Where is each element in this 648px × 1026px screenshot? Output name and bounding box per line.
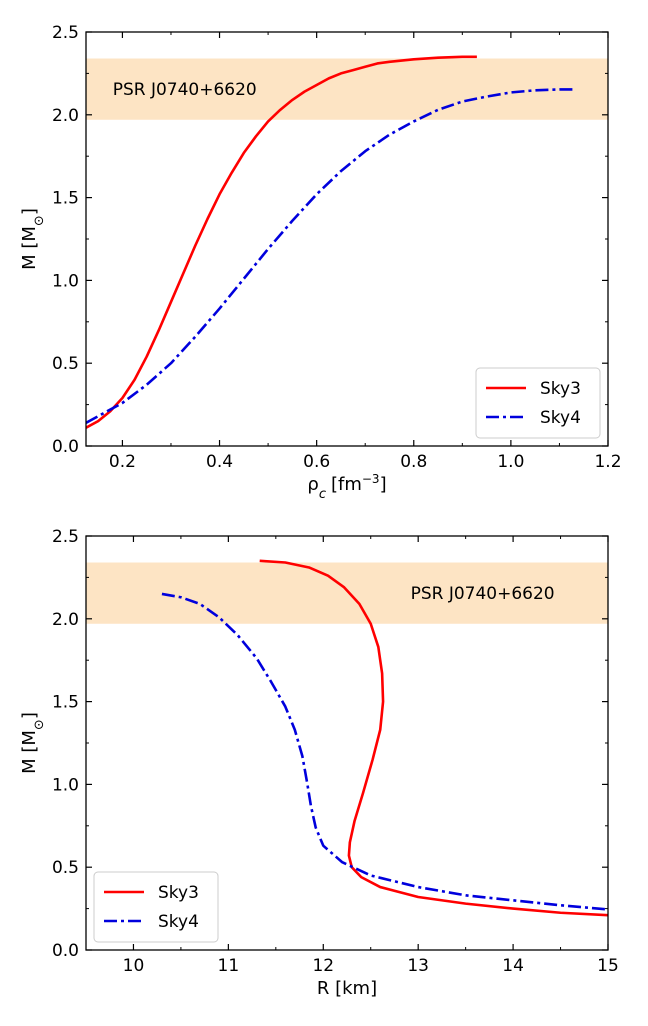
legend-box — [93, 871, 219, 943]
y-axis-label: M [M⊙] — [19, 712, 47, 774]
x-tick-label: 10 — [123, 956, 145, 976]
y-tick-label: 1.0 — [52, 775, 79, 795]
y-tick-label: 2.0 — [52, 106, 79, 126]
y-tick-label: 0.0 — [52, 437, 79, 457]
legend-label-sky4: Sky4 — [158, 912, 199, 932]
series-line-sky3 — [86, 55, 477, 429]
psr-band — [86, 58, 608, 120]
y-tick-label: 0.5 — [52, 858, 79, 878]
y-tick-label: 1.5 — [52, 693, 79, 713]
psr-band — [86, 562, 608, 624]
y-axis-label: M [M⊙] — [19, 208, 47, 270]
series-line-sky4 — [86, 88, 575, 424]
x-tick-label: 12 — [312, 956, 334, 976]
x-axis-label-unit: [fm — [331, 474, 362, 495]
psr-band-label: PSR J0740+6620 — [411, 584, 555, 604]
x-tick-label: 13 — [407, 956, 429, 976]
x-axis-label-sub: c — [319, 487, 326, 502]
y-tick-label: 0.5 — [52, 354, 79, 374]
y-axis-label-end: ] — [19, 208, 40, 215]
legend-box — [475, 367, 601, 439]
series-line-sky4 — [161, 592, 608, 911]
panel-1: PSR J0740+6620 0.2 0.4 0.6 0.8 1.0 1.2 0.0 0.5 1.… — [19, 23, 622, 502]
y-tick-label: 2.0 — [52, 610, 79, 630]
x-tick-label: 15 — [597, 956, 619, 976]
y-axis-label-sub: ⊙ — [32, 719, 47, 730]
y-tick-label: 0.0 — [52, 941, 79, 961]
x-tick-label: 0.2 — [109, 452, 136, 472]
y-tick-label: 2.5 — [52, 527, 79, 547]
y-tick-label: 1.0 — [52, 271, 79, 291]
x-tick-label: 11 — [218, 956, 240, 976]
x-tick-label: 0.8 — [400, 452, 427, 472]
series-line-sky3 — [259, 559, 608, 917]
x-axis-label: ρc [fm−3] — [307, 472, 386, 502]
psr-band-label: PSR J0740+6620 — [113, 80, 257, 100]
y-tick-label: 2.5 — [52, 23, 79, 43]
x-tick-label: 14 — [502, 956, 524, 976]
y-tick-label: 1.5 — [52, 189, 79, 209]
x-axis-label-sup: −3 — [362, 472, 380, 486]
x-axis-label: R [km] — [317, 978, 377, 999]
legend-label-sky3: Sky3 — [540, 379, 581, 399]
legend-label-sky4: Sky4 — [540, 408, 581, 428]
legend-label-sky3: Sky3 — [158, 883, 199, 903]
x-tick-label: 0.4 — [206, 452, 233, 472]
x-tick-label: 0.6 — [303, 452, 330, 472]
x-tick-label: 1.0 — [497, 452, 524, 472]
panel-2: PSR J0740+6620 10 11 12 13 14 15 0.0 0.5 1.0 1.5 2.… — [19, 527, 619, 999]
x-axis-label-end: ] — [380, 474, 387, 495]
y-axis-label-end: ] — [19, 712, 40, 719]
y-axis-label-sub: ⊙ — [32, 215, 47, 226]
x-tick-label: 1.2 — [594, 452, 621, 472]
